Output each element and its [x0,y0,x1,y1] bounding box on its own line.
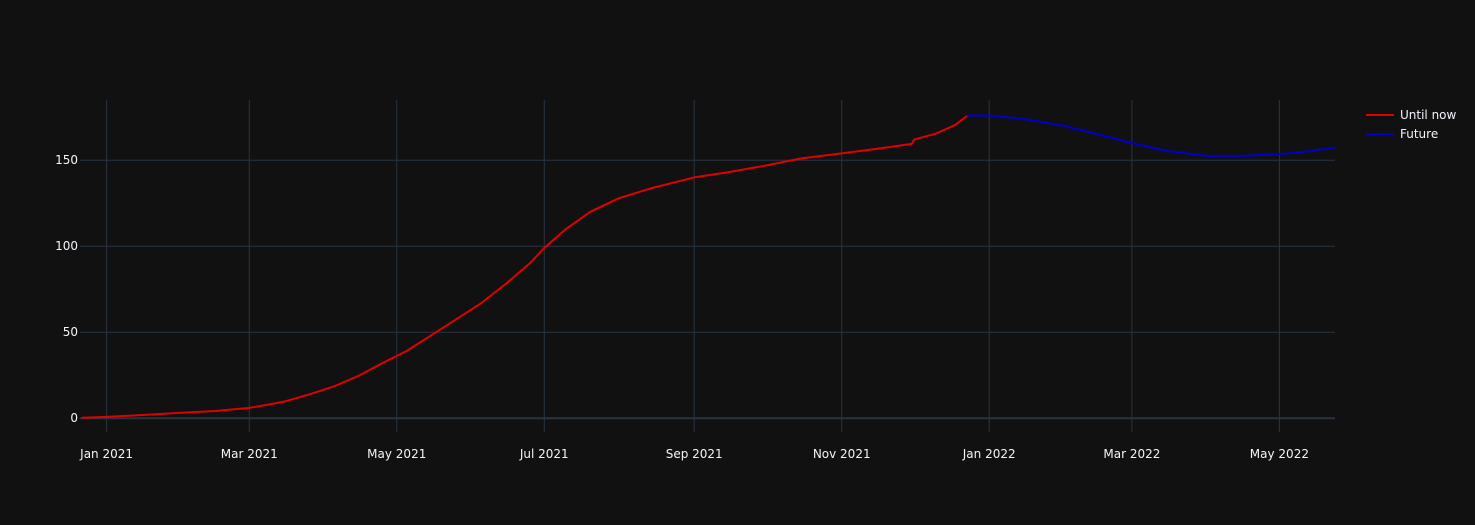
legend-label: Until now [1400,108,1457,122]
y-tick-label: 0 [70,411,78,425]
series-line-until-now [81,114,969,419]
x-tick-label: Mar 2021 [221,447,278,461]
x-tick-label: Jan 2021 [79,447,133,461]
y-tick-label: 100 [55,239,78,253]
legend-item[interactable]: Future [1366,127,1438,141]
x-tick-label: May 2022 [1250,447,1309,461]
legend-label: Future [1400,127,1438,141]
x-tick-label: Nov 2021 [813,447,871,461]
series-lines [81,114,1336,419]
x-tick-label: Mar 2022 [1103,447,1160,461]
legend-item[interactable]: Until now [1366,108,1457,122]
x-tick-label: Sep 2021 [666,447,723,461]
x-tick-label: Jan 2022 [962,447,1016,461]
y-tick-label: 50 [63,325,78,339]
axes: Jan 2021 Mar 2021 May 2021 Jul 2021 Sep 2021… [55,153,1309,461]
series-line-future [966,114,1336,157]
x-tick-label: Jul 2021 [519,447,569,461]
gridlines [80,100,1335,432]
x-tick-label: May 2021 [367,447,426,461]
legend[interactable]: Until now Future [1366,108,1457,141]
y-tick-label: 150 [55,153,78,167]
